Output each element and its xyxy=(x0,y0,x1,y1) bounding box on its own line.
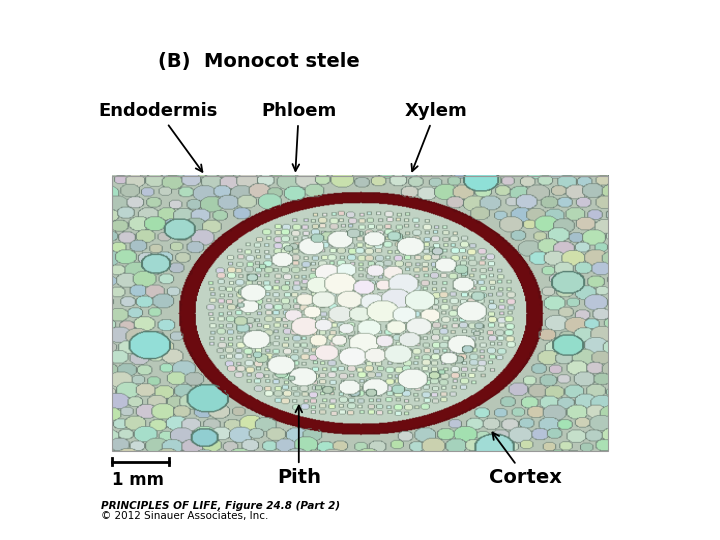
Text: Cortex: Cortex xyxy=(489,433,562,487)
Text: 1 mm: 1 mm xyxy=(112,471,163,489)
Text: Xylem: Xylem xyxy=(404,102,467,171)
Text: PRINCIPLES OF LIFE, Figure 24.8 (Part 2): PRINCIPLES OF LIFE, Figure 24.8 (Part 2) xyxy=(101,501,340,511)
Text: Phloem: Phloem xyxy=(261,102,336,171)
Text: Pith: Pith xyxy=(276,406,321,487)
Text: Figure 24.8  Products of the Root's Primary Meristems (Part 2): Figure 24.8 Products of the Root's Prima… xyxy=(9,11,461,26)
Text: © 2012 Sinauer Associates, Inc.: © 2012 Sinauer Associates, Inc. xyxy=(101,511,268,521)
Bar xyxy=(112,176,608,451)
Text: Endodermis: Endodermis xyxy=(99,102,218,172)
Text: (B)  Monocot stele: (B) Monocot stele xyxy=(158,52,360,71)
